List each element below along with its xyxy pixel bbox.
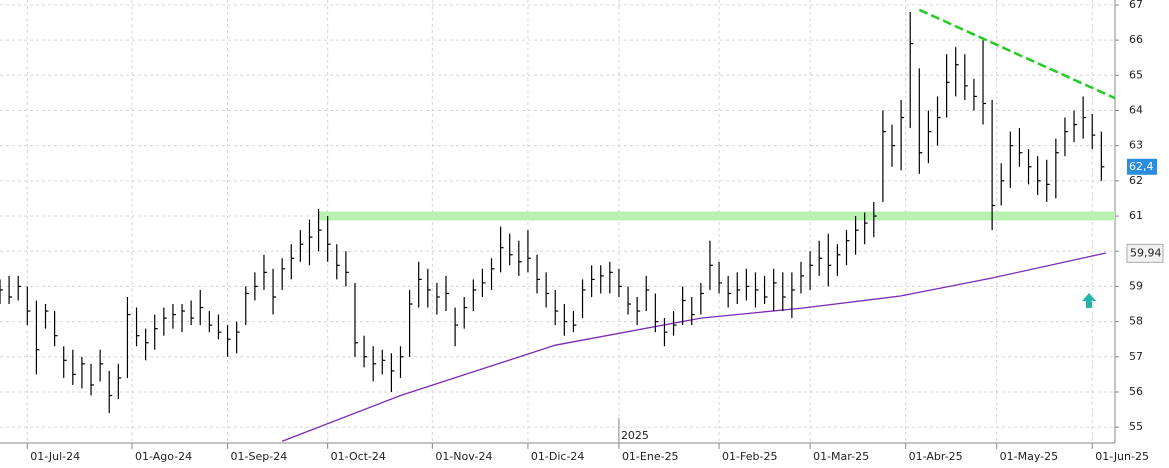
year-label: 2025 (621, 429, 649, 442)
trendline (918, 8, 1116, 100)
x-tick-label: 01-Jun-25 (1095, 450, 1149, 463)
x-tick-label: 01-Mar-25 (813, 450, 869, 463)
y-tick-label: 56 (1129, 385, 1143, 398)
y-tick-label: 61 (1129, 209, 1143, 222)
signal-arrow (1082, 293, 1096, 308)
y-tick-label: 66 (1129, 33, 1143, 46)
y-tick-label: 55 (1129, 420, 1143, 433)
last-price-box (1127, 158, 1157, 175)
moving-average (281, 252, 1107, 442)
last-price-label: 62,4 (1129, 160, 1154, 173)
y-tick-label: 58 (1129, 315, 1143, 328)
x-tick-label: 01-Oct-24 (331, 450, 386, 463)
y-tick-label: 63 (1129, 139, 1143, 152)
x-tick-label: 01-Sep-24 (231, 450, 288, 463)
y-tick-label: 62 (1129, 174, 1143, 187)
y-tick-label: 64 (1129, 103, 1143, 116)
y-tick-label: 57 (1129, 350, 1143, 363)
ma-last-box (1126, 243, 1164, 263)
x-tick-label: 01-May-25 (1000, 450, 1058, 463)
ma-last-label: 59,94 (1130, 246, 1162, 259)
x-tick-label: 01-Nov-24 (435, 450, 492, 463)
y-tick-label: 67 (1129, 0, 1143, 11)
x-tick-label: 01-Ene-25 (622, 450, 679, 463)
x-tick-label: 01-Feb-25 (722, 450, 777, 463)
y-tick-label: 65 (1129, 68, 1143, 81)
x-tick-label: 01-Dic-24 (531, 450, 585, 463)
y-tick-label: 59 (1129, 279, 1143, 292)
x-tick-label: 01-Ago-24 (135, 450, 192, 463)
x-tick-label: 01-Jul-24 (30, 450, 80, 463)
x-tick-label: 01-Abr-25 (909, 450, 963, 463)
